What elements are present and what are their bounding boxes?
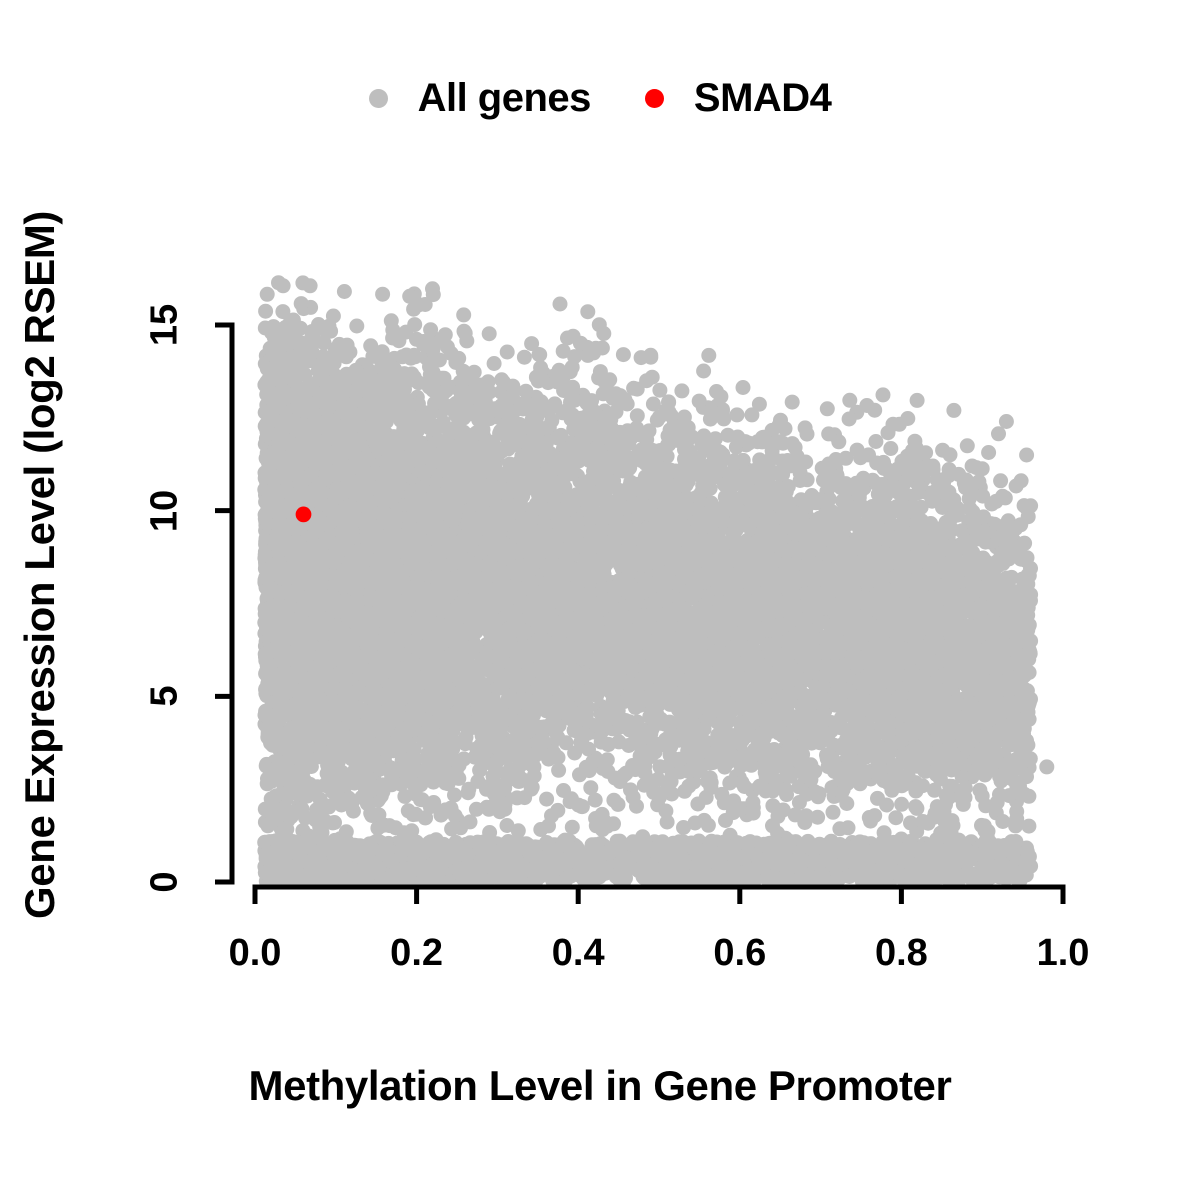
data-point bbox=[1021, 818, 1037, 834]
data-point bbox=[842, 392, 858, 408]
data-point bbox=[386, 743, 402, 759]
data-point bbox=[744, 407, 760, 423]
data-point bbox=[825, 804, 841, 820]
data-point bbox=[959, 438, 975, 454]
data-point bbox=[516, 349, 532, 365]
data-point bbox=[629, 408, 645, 424]
data-point bbox=[364, 808, 380, 823]
data-point bbox=[349, 318, 365, 334]
data-point bbox=[735, 380, 751, 395]
data-point bbox=[375, 286, 391, 302]
data-points-layer bbox=[257, 275, 1055, 890]
data-point bbox=[751, 396, 767, 412]
data-point bbox=[981, 445, 997, 460]
data-point bbox=[499, 818, 515, 833]
data-point bbox=[745, 805, 761, 821]
data-point bbox=[629, 798, 644, 814]
data-point bbox=[552, 296, 568, 312]
data-point bbox=[799, 426, 815, 442]
data-point bbox=[551, 762, 567, 778]
data-point bbox=[810, 809, 826, 825]
data-point bbox=[466, 364, 482, 380]
data-point bbox=[259, 286, 275, 302]
data-point bbox=[510, 823, 526, 839]
data-point bbox=[583, 780, 599, 796]
data-point bbox=[518, 383, 534, 399]
data-point bbox=[456, 307, 472, 323]
data-point bbox=[819, 401, 835, 417]
